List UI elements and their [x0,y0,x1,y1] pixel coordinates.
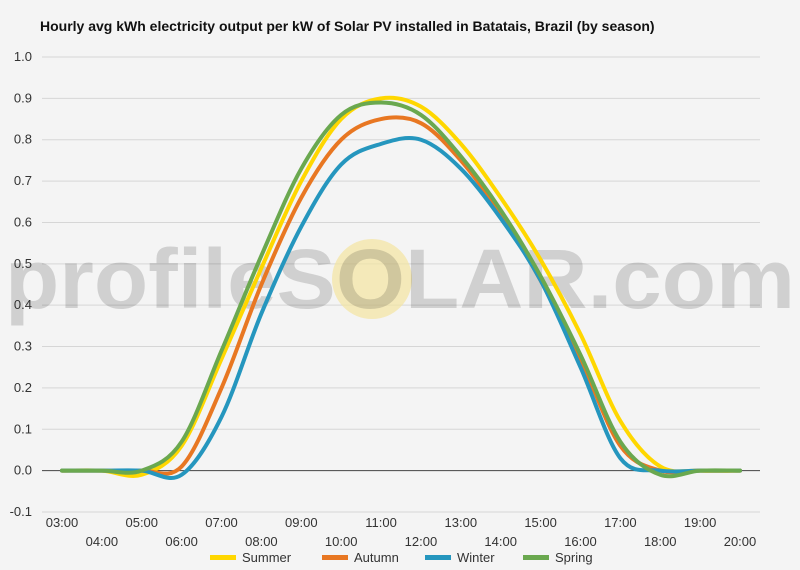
x-tick-label: 07:00 [205,515,238,530]
series-line-summer [60,95,742,478]
axis-layer: -0.1 0.0 0.1 0.2 0.3 0.4 0.5 0.6 0.7 0.8 0.9 1.0 03:… [10,49,757,549]
x-tick-label: 09:00 [285,515,318,530]
legend-swatch-autumn [322,555,348,560]
chart-title: Hourly avg kWh electricity output per kW… [40,18,655,34]
y-tick-label: 1.0 [14,49,32,64]
x-tick-label: 12:00 [405,534,438,549]
x-tick-label: 13:00 [445,515,478,530]
y-tick-label: 0.6 [14,214,32,229]
x-tick-label: 16:00 [564,534,597,549]
watermark-brand-text: profileSOLAR.com [5,232,795,326]
x-tick-label: 20:00 [724,534,757,549]
x-tick-label: 18:00 [644,534,677,549]
legend-swatch-summer [210,555,236,560]
y-tick-label: 0.0 [14,463,32,478]
watermark-sun-icon [332,239,412,319]
legend-label-autumn: Autumn [354,550,399,565]
series-line-winter [60,136,742,480]
x-tick-label: 06:00 [165,534,198,549]
y-tick-label: 0.4 [14,297,32,312]
legend-swatch-winter [425,555,451,560]
legend-label-spring: Spring [555,550,593,565]
legend-label-winter: Winter [457,550,495,565]
legend-swatch-spring [523,555,549,560]
x-tick-label: 03:00 [46,515,79,530]
x-tick-label: 10:00 [325,534,358,549]
y-tick-label: 0.1 [14,421,32,436]
x-tick-label: 04:00 [86,534,119,549]
x-tick-label: 17:00 [604,515,637,530]
legend: Summer Autumn Winter Spring [210,550,593,565]
x-tick-label: 08:00 [245,534,278,549]
x-tick-label: 14:00 [484,534,517,549]
y-tick-label: 0.9 [14,90,32,105]
y-tick-label: -0.1 [10,504,32,519]
y-tick-label: 0.8 [14,132,32,147]
series-layer [60,95,742,480]
x-tick-label: 15:00 [524,515,557,530]
series-line-spring [60,100,742,479]
legend-label-summer: Summer [242,550,292,565]
y-tick-label: 0.2 [14,380,32,395]
y-tick-label: 0.3 [14,339,32,354]
x-tick-label: 05:00 [125,515,158,530]
x-tick-label: 11:00 [365,515,397,530]
y-tick-label: 0.7 [14,173,32,188]
watermark: profileSOLAR.com [5,232,795,326]
x-tick-label: 19:00 [684,515,717,530]
series-line-autumn [60,115,742,476]
y-tick-label: 0.5 [14,256,32,271]
